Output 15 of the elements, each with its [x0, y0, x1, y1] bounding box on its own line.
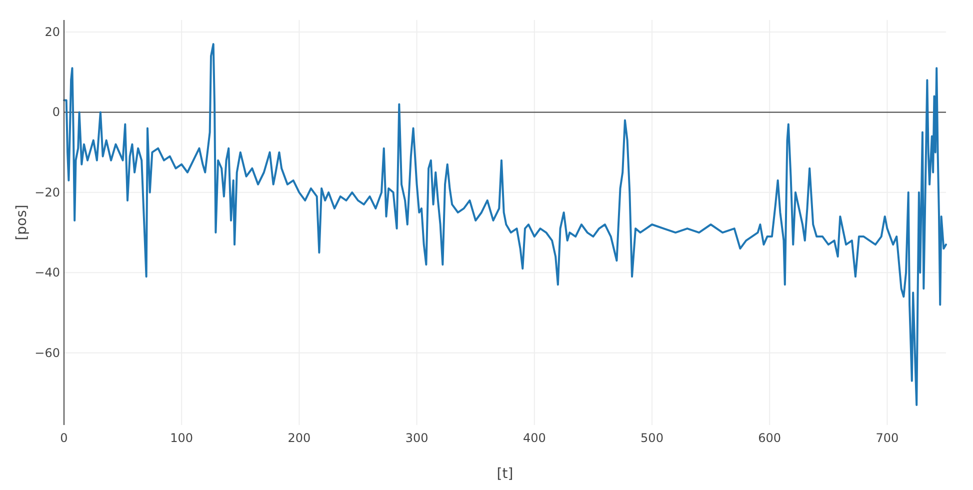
- x-axis-title: [t]: [496, 466, 514, 482]
- x-tick-label: 200: [288, 431, 311, 445]
- y-tick-label: −60: [34, 346, 60, 360]
- y-tick-label: −20: [34, 185, 60, 200]
- x-tick-label: 300: [405, 431, 428, 445]
- x-tick-label: 700: [876, 431, 899, 445]
- y-tick-label: −40: [34, 266, 60, 280]
- x-tick-label: 100: [170, 431, 194, 445]
- y-tick-label: 20: [44, 25, 60, 40]
- x-tick-label: 400: [522, 431, 546, 445]
- x-tick-label: 500: [640, 431, 664, 445]
- y-tick-label: 0: [52, 105, 60, 120]
- x-tick-label: 600: [758, 431, 782, 445]
- line-series: [63, 43, 947, 406]
- y-axis-title: [pos]: [14, 204, 30, 240]
